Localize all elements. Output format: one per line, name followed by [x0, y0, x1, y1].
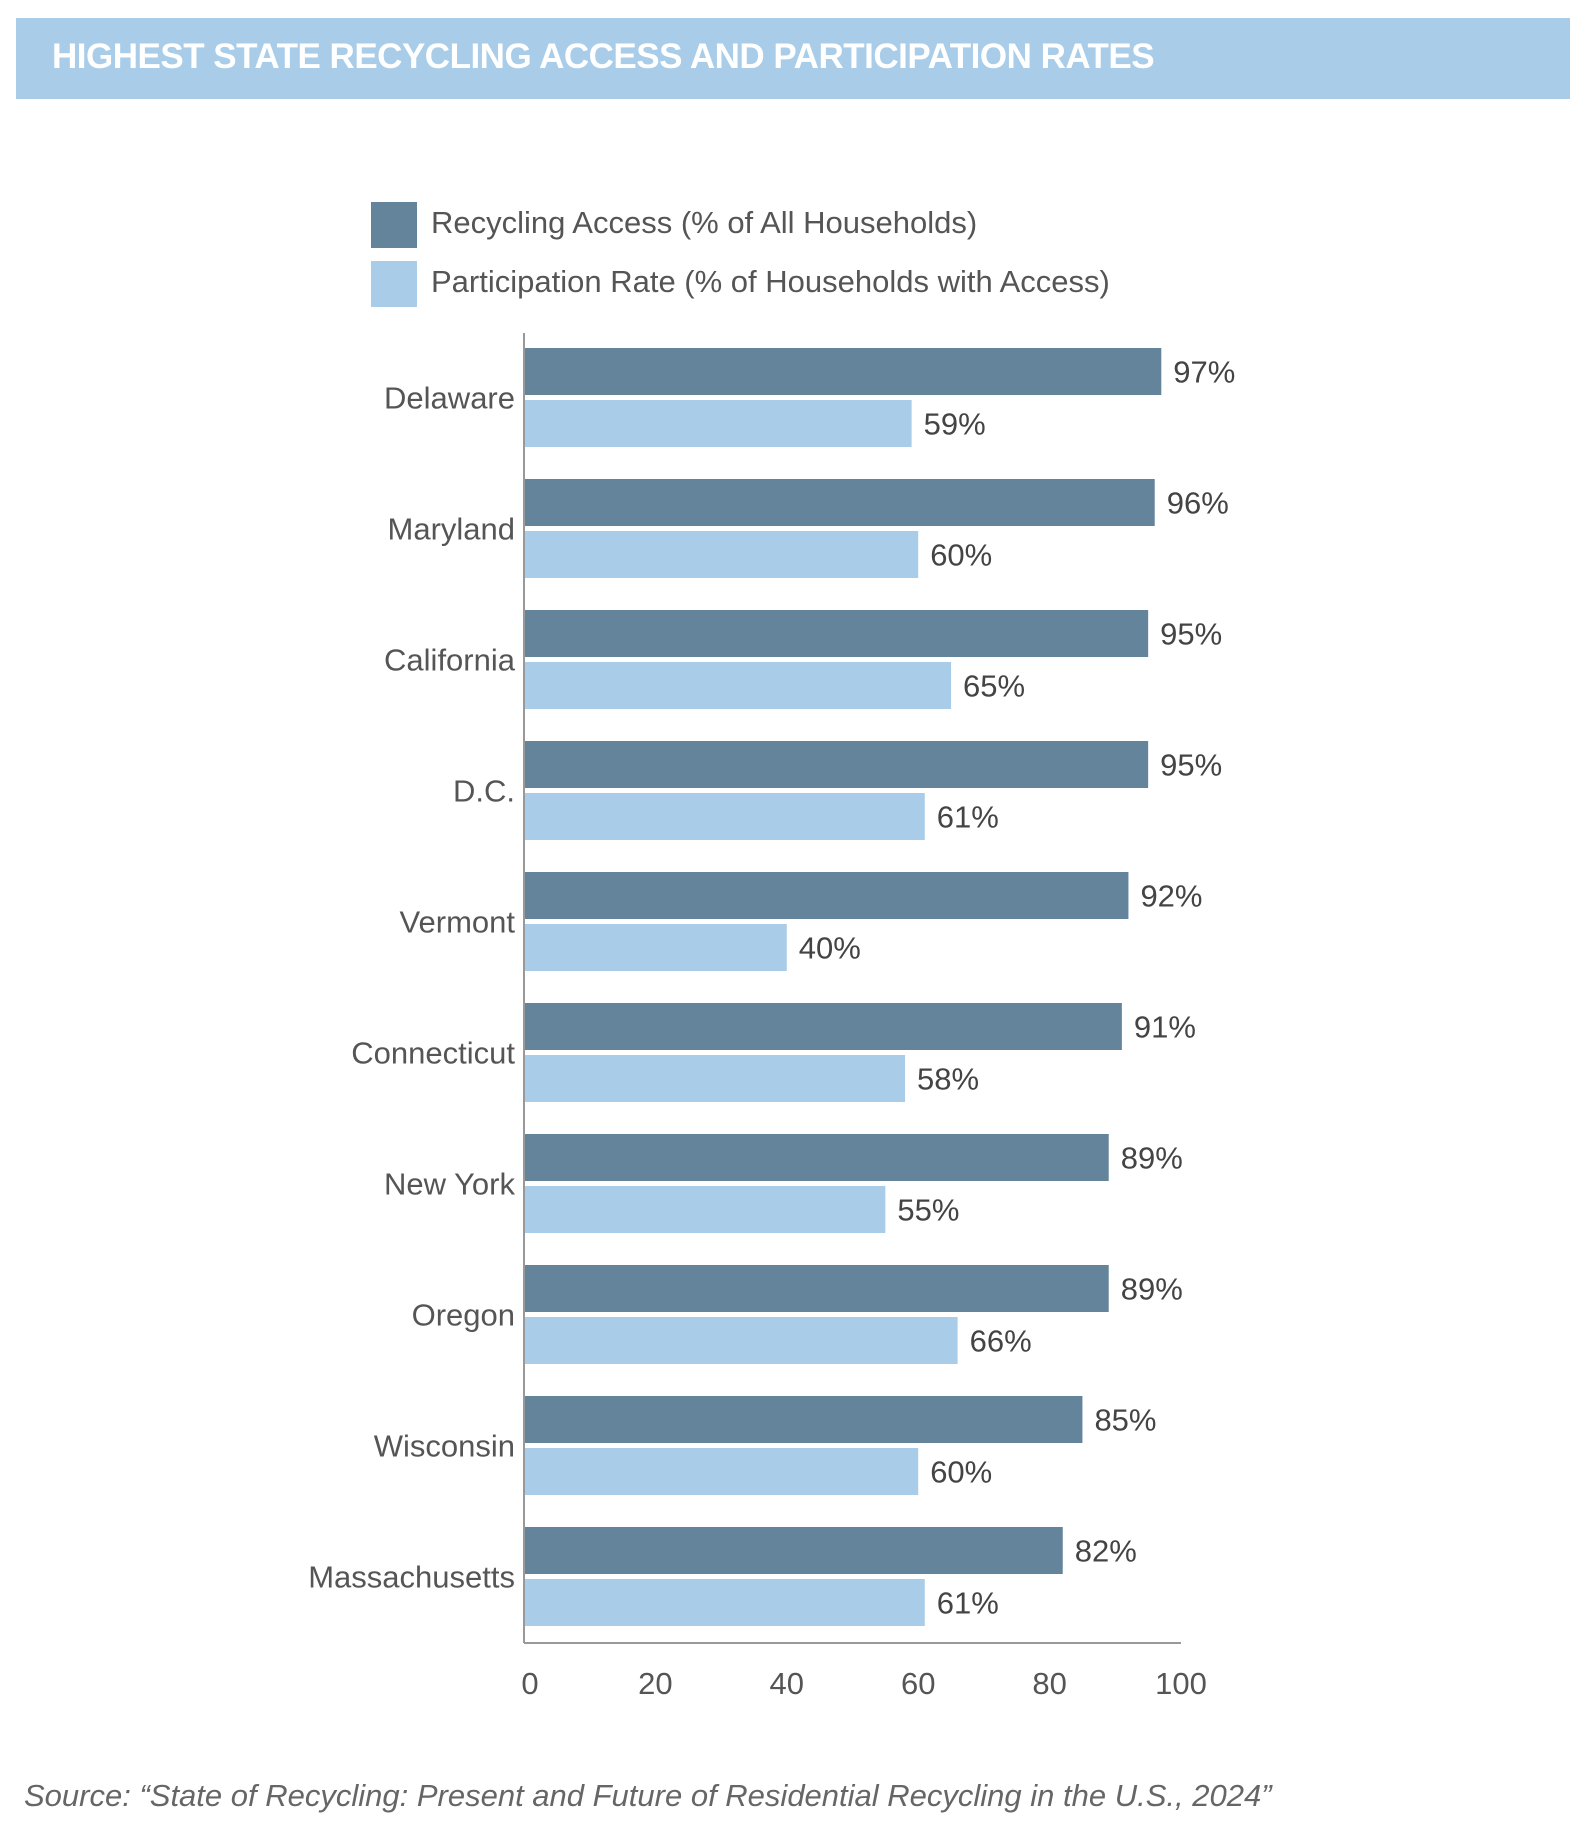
category-label: California — [384, 643, 516, 678]
bar-access — [525, 1396, 1083, 1443]
data-label: 92% — [1140, 879, 1202, 914]
data-label: 58% — [917, 1062, 979, 1097]
data-label: 40% — [799, 931, 861, 966]
data-label: 55% — [897, 1193, 959, 1228]
data-label: 89% — [1121, 1272, 1183, 1307]
data-label: 96% — [1167, 486, 1229, 521]
data-label: 61% — [937, 1586, 999, 1621]
data-label: 60% — [930, 538, 992, 573]
bar-access — [525, 741, 1149, 788]
bar-access — [525, 1527, 1063, 1574]
bar-participation — [525, 1448, 919, 1495]
x-tick-label: 0 — [521, 1666, 538, 1701]
category-label: Oregon — [412, 1298, 515, 1333]
legend-swatch-participation — [371, 261, 417, 307]
legend-label-access: Recycling Access (% of All Households) — [431, 205, 978, 240]
category-label: Vermont — [400, 905, 516, 940]
bar-participation — [525, 1055, 906, 1102]
data-label: 61% — [937, 800, 999, 835]
x-tick-label: 40 — [770, 1666, 804, 1701]
x-tick-label: 20 — [638, 1666, 672, 1701]
category-label: New York — [384, 1167, 515, 1202]
data-label: 66% — [970, 1324, 1032, 1359]
category-label: Maryland — [388, 512, 516, 547]
category-label: Wisconsin — [374, 1429, 515, 1464]
category-label: D.C. — [453, 774, 515, 809]
data-label: 65% — [963, 669, 1025, 704]
legend-swatch-access — [371, 202, 417, 248]
bar-participation — [525, 1317, 958, 1364]
bar-access — [525, 1134, 1109, 1181]
data-label: 60% — [930, 1455, 992, 1490]
bar-participation — [525, 400, 912, 447]
category-label: Massachusetts — [308, 1560, 515, 1595]
bar-participation — [525, 662, 952, 709]
chart-title: HIGHEST STATE RECYCLING ACCESS AND PARTI… — [52, 37, 1155, 76]
data-label: 97% — [1173, 355, 1235, 390]
category-label: Connecticut — [351, 1036, 515, 1071]
data-label: 82% — [1075, 1534, 1137, 1569]
x-tick-label: 100 — [1155, 1666, 1207, 1701]
data-label: 95% — [1160, 748, 1222, 783]
data-label: 95% — [1160, 617, 1222, 652]
bar-participation — [525, 1579, 925, 1626]
bar-access — [525, 1003, 1122, 1050]
bar-access — [525, 872, 1129, 919]
data-label: 91% — [1134, 1010, 1196, 1045]
data-label: 85% — [1094, 1403, 1156, 1438]
bar-access — [525, 479, 1155, 526]
bar-access — [525, 610, 1149, 657]
x-tick-label: 80 — [1032, 1666, 1066, 1701]
bar-participation — [525, 531, 919, 578]
bar-access — [525, 1265, 1109, 1312]
data-label: 89% — [1121, 1141, 1183, 1176]
title-banner: HIGHEST STATE RECYCLING ACCESS AND PARTI… — [16, 18, 1570, 99]
x-tick-label: 60 — [901, 1666, 935, 1701]
bar-participation — [525, 793, 925, 840]
source-note: Source: “State of Recycling: Present and… — [24, 1778, 1272, 1813]
bar-participation — [525, 1186, 886, 1233]
bar-participation — [525, 924, 787, 971]
category-label: Delaware — [384, 381, 515, 416]
data-label: 59% — [924, 407, 986, 442]
legend-label-participation: Participation Rate (% of Households with… — [431, 264, 1110, 299]
bar-access — [525, 348, 1162, 395]
